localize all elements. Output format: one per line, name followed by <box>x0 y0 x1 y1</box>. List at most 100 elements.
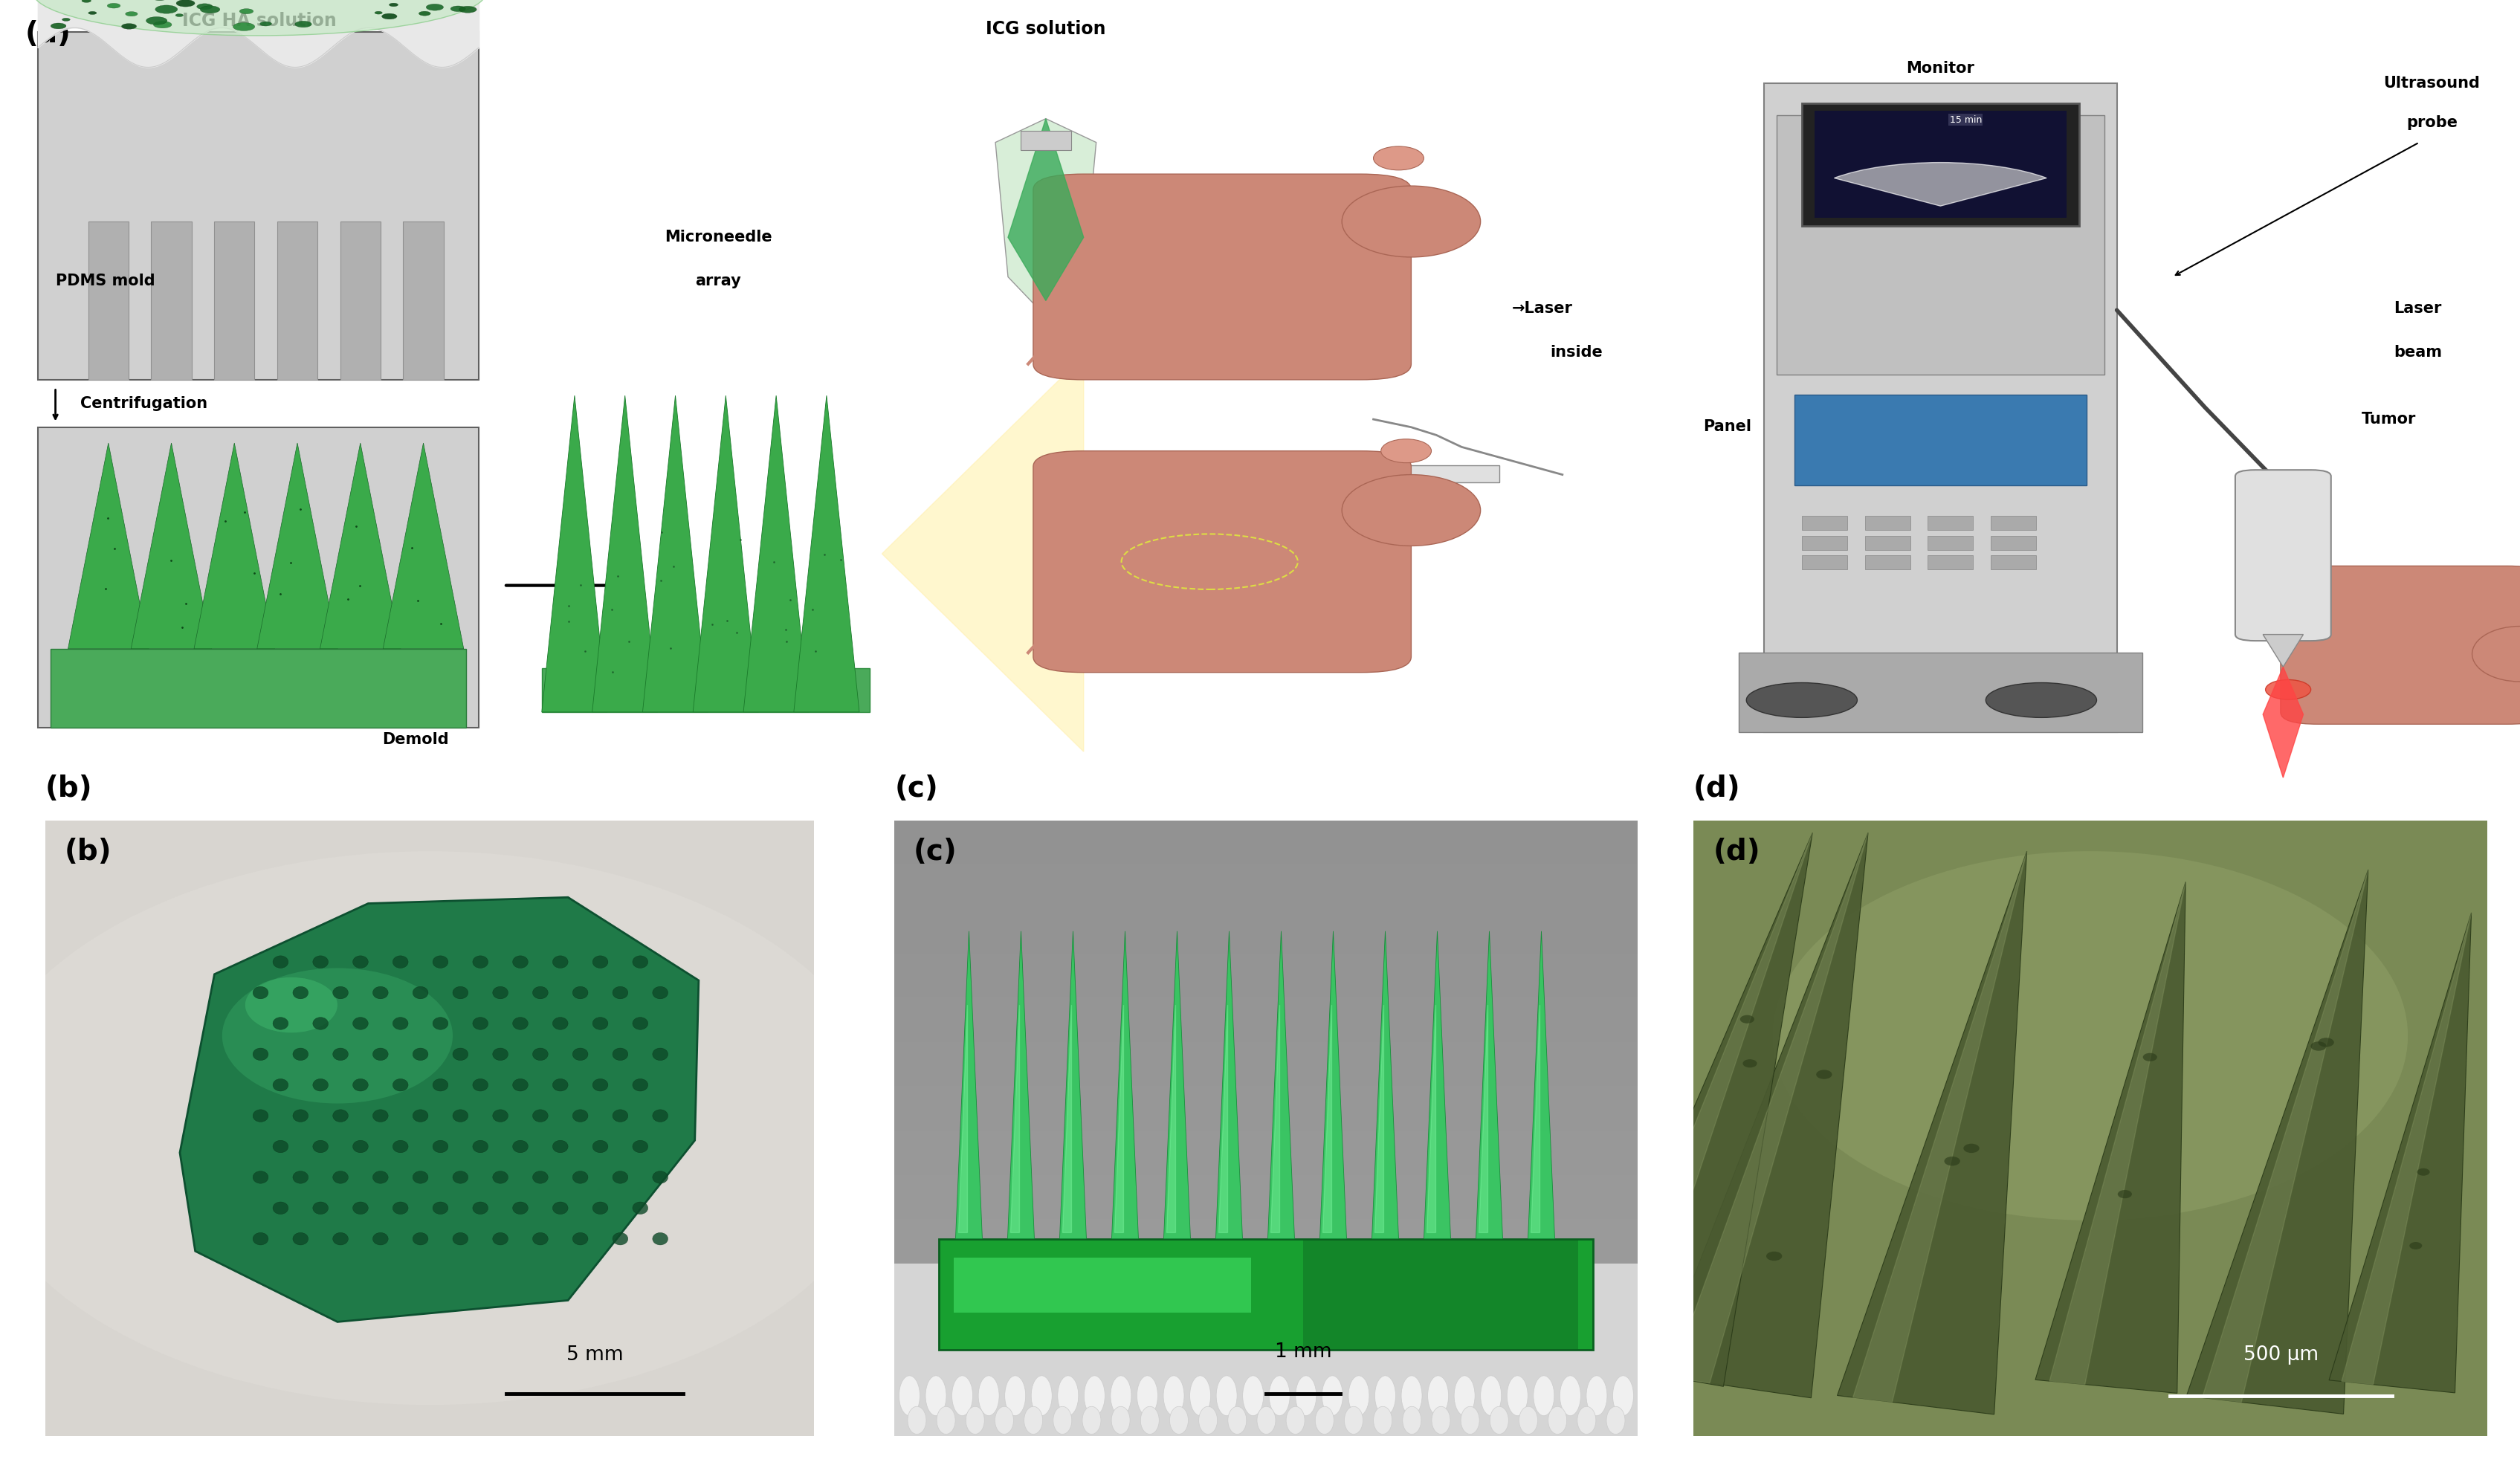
Text: Monitor: Monitor <box>1905 60 1976 76</box>
Ellipse shape <box>1323 1376 1343 1415</box>
Circle shape <box>572 1047 587 1061</box>
Circle shape <box>1986 683 2097 718</box>
Ellipse shape <box>1343 1406 1363 1434</box>
Circle shape <box>292 1047 307 1061</box>
Circle shape <box>512 1017 529 1030</box>
Polygon shape <box>2328 913 2472 1393</box>
Circle shape <box>252 1171 267 1184</box>
Bar <box>895 1175 1638 1219</box>
Circle shape <box>612 986 627 999</box>
Circle shape <box>373 1047 388 1061</box>
Circle shape <box>333 1232 348 1245</box>
Ellipse shape <box>2409 1242 2422 1250</box>
Ellipse shape <box>375 12 383 15</box>
Circle shape <box>272 1201 287 1214</box>
Polygon shape <box>1111 932 1139 1239</box>
Ellipse shape <box>1376 1376 1396 1415</box>
Ellipse shape <box>1257 1406 1275 1434</box>
Polygon shape <box>1527 932 1555 1239</box>
Polygon shape <box>1376 1005 1383 1232</box>
Circle shape <box>494 1171 509 1184</box>
Ellipse shape <box>907 1406 927 1434</box>
Bar <box>38 32 479 379</box>
Polygon shape <box>643 396 708 712</box>
Circle shape <box>393 1017 408 1030</box>
Circle shape <box>633 1078 648 1091</box>
Circle shape <box>572 1109 587 1122</box>
Circle shape <box>353 1201 368 1214</box>
Circle shape <box>474 1078 489 1091</box>
Bar <box>895 820 1638 864</box>
Polygon shape <box>1270 1005 1280 1232</box>
Bar <box>50 649 466 728</box>
Ellipse shape <box>1404 1406 1421 1434</box>
Ellipse shape <box>2142 1053 2157 1061</box>
Ellipse shape <box>260 22 272 26</box>
Ellipse shape <box>244 977 338 1033</box>
Ellipse shape <box>1023 1406 1043 1434</box>
Polygon shape <box>257 442 338 649</box>
Circle shape <box>653 1109 668 1122</box>
Polygon shape <box>542 396 607 712</box>
Ellipse shape <box>154 21 171 28</box>
Circle shape <box>572 1232 587 1245</box>
Ellipse shape <box>1520 1406 1537 1434</box>
Circle shape <box>532 1047 547 1061</box>
Circle shape <box>532 1171 547 1184</box>
Ellipse shape <box>1242 1376 1263 1415</box>
Ellipse shape <box>1373 1406 1391 1434</box>
Polygon shape <box>995 119 1096 316</box>
Ellipse shape <box>1401 1376 1421 1415</box>
Circle shape <box>612 1047 627 1061</box>
Polygon shape <box>592 396 658 712</box>
Ellipse shape <box>1431 1406 1452 1434</box>
Circle shape <box>333 986 348 999</box>
Ellipse shape <box>63 18 71 21</box>
Ellipse shape <box>1169 1406 1189 1434</box>
Circle shape <box>433 955 449 968</box>
Polygon shape <box>2202 870 2369 1402</box>
Ellipse shape <box>1295 1376 1315 1415</box>
Ellipse shape <box>1945 1156 1961 1166</box>
Polygon shape <box>1852 851 2026 1402</box>
Bar <box>214 221 255 379</box>
Polygon shape <box>1371 932 1399 1239</box>
Bar <box>1865 516 1910 530</box>
Ellipse shape <box>50 23 66 29</box>
Circle shape <box>393 955 408 968</box>
Polygon shape <box>1011 1005 1021 1232</box>
Circle shape <box>454 986 469 999</box>
Polygon shape <box>1220 1005 1227 1232</box>
Text: 15 min: 15 min <box>1950 116 1981 125</box>
Polygon shape <box>2049 882 2185 1384</box>
Circle shape <box>272 955 287 968</box>
Circle shape <box>433 1201 449 1214</box>
Bar <box>1928 555 1973 570</box>
Circle shape <box>474 1140 489 1153</box>
Ellipse shape <box>1343 475 1482 546</box>
Ellipse shape <box>978 1376 998 1415</box>
Text: ICG HA solution: ICG HA solution <box>181 12 338 29</box>
Ellipse shape <box>295 21 312 28</box>
Circle shape <box>413 1047 428 1061</box>
Circle shape <box>393 1201 408 1214</box>
Circle shape <box>512 955 529 968</box>
Ellipse shape <box>1578 1406 1595 1434</box>
Polygon shape <box>1008 119 1084 300</box>
Text: PDMS mold: PDMS mold <box>55 274 154 289</box>
Ellipse shape <box>1547 1406 1567 1434</box>
Text: array: array <box>696 274 741 289</box>
Bar <box>403 221 444 379</box>
Polygon shape <box>1479 1005 1487 1232</box>
Bar <box>895 908 1638 954</box>
Bar <box>1303 1239 1578 1349</box>
Ellipse shape <box>146 16 166 25</box>
Bar <box>1991 516 2036 530</box>
Circle shape <box>572 986 587 999</box>
Bar <box>1928 536 1973 549</box>
Polygon shape <box>1837 851 2026 1414</box>
Ellipse shape <box>1744 1059 1756 1068</box>
Polygon shape <box>1008 932 1033 1239</box>
Circle shape <box>413 1232 428 1245</box>
Circle shape <box>373 1232 388 1245</box>
